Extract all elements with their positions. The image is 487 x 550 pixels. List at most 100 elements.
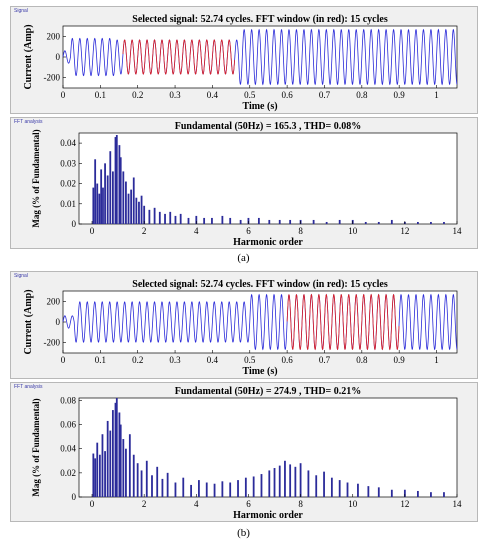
chart-title: Selected signal: 52.74 cycles. FFT windo… <box>132 279 388 290</box>
x-tick-label: 14 <box>453 499 463 509</box>
bar <box>221 215 224 224</box>
bar <box>122 439 125 497</box>
x-tick-label: 0.6 <box>281 355 293 365</box>
bar <box>244 477 247 497</box>
bar <box>390 489 393 497</box>
x-tick-label: 0.6 <box>281 90 293 100</box>
y-tick-label: -200 <box>44 338 61 348</box>
y-tick-label: 0 <box>72 492 77 502</box>
x-tick-label: 4 <box>194 499 199 509</box>
caption-a: (a) <box>237 252 250 264</box>
bar <box>101 434 104 497</box>
x-tick-label: 1 <box>434 355 439 365</box>
bar <box>325 221 328 224</box>
bar <box>268 470 271 497</box>
bar <box>138 201 140 224</box>
bar <box>377 221 380 224</box>
x-tick-label: 8 <box>298 499 303 509</box>
bar <box>278 465 281 497</box>
signal-panel-b: Signal 0 0.1 0.2 0.3 0.4 0.5 0.6 0.7 0.8 0.9 1 -200… <box>10 271 478 379</box>
bar <box>96 442 99 497</box>
y-tick-label: 0.03 <box>60 158 76 168</box>
bar <box>364 221 367 224</box>
x-tick-label: 0.9 <box>394 90 406 100</box>
x-tick-label: 0.2 <box>132 90 143 100</box>
x-tick-label: 2 <box>142 499 147 509</box>
bar <box>213 483 216 497</box>
bar <box>104 163 106 224</box>
bar <box>252 476 255 497</box>
fft-chart-b: 0 2 4 6 8 10 12 14 0 0.02 0.04 0.06 0.08 Fundamental … <box>31 386 463 521</box>
x-tick-label: 6 <box>246 499 251 509</box>
bar <box>94 458 97 497</box>
bar <box>109 151 112 224</box>
panel-tag: Signal <box>14 8 28 14</box>
panel-tag: Signal <box>14 273 28 279</box>
bar <box>106 420 109 497</box>
bar <box>156 466 159 497</box>
x-tick-label: 4 <box>194 226 199 236</box>
bar <box>119 157 122 224</box>
x-tick-label: 0.8 <box>356 355 368 365</box>
bar <box>98 193 101 224</box>
y-tick-label: 0.08 <box>60 395 76 405</box>
bar <box>122 171 125 224</box>
bar <box>153 207 156 224</box>
y-axis-label: Mag (% of Fundamental) <box>31 398 41 496</box>
bar <box>136 463 139 497</box>
y-axis-label: Mag (% of Fundamental) <box>31 129 41 227</box>
y-axis-label: Current (Amp) <box>23 289 34 354</box>
signal-panel-a: Signal 0 0.1 0.2 0.3 0.4 0.5 0.6 0.7 0.8 0.9 1 -200… <box>10 6 478 114</box>
y-tick-label: 0.04 <box>60 444 76 454</box>
x-tick-label: 14 <box>453 226 463 236</box>
bar <box>119 424 122 497</box>
x-tick-label: 0.8 <box>356 90 368 100</box>
y-tick-label: 0 <box>72 219 77 229</box>
bar <box>179 213 182 224</box>
bar <box>127 193 130 224</box>
x-axis-label: Time (s) <box>242 366 277 377</box>
bar <box>111 171 114 224</box>
bar <box>312 219 315 224</box>
bar <box>115 135 118 224</box>
bar <box>130 189 133 224</box>
x-tick-label: 10 <box>348 226 358 236</box>
y-tick-label: 0 <box>56 52 61 62</box>
bar <box>323 471 325 497</box>
bar <box>443 221 445 224</box>
bar <box>140 195 143 224</box>
x-tick-label: 0 <box>61 90 66 100</box>
bar <box>229 217 232 224</box>
bar <box>403 489 406 497</box>
bar <box>416 490 419 497</box>
fft-window-line <box>122 39 236 75</box>
bar <box>182 477 185 497</box>
y-tick-label: 0.04 <box>60 138 76 148</box>
x-axis-label: Time (s) <box>242 101 277 112</box>
x-tick-label: 8 <box>298 226 303 236</box>
x-tick-label: 0.4 <box>207 355 219 365</box>
x-tick-label: 0.1 <box>95 90 106 100</box>
bar <box>289 464 292 497</box>
bar <box>247 217 250 224</box>
bar <box>221 481 224 497</box>
bar <box>237 480 239 497</box>
bar <box>307 470 310 497</box>
x-tick-label: 0 <box>90 226 95 236</box>
x-tick-label: 12 <box>400 226 409 236</box>
bar <box>430 492 432 497</box>
fft-chart-a: 0 2 4 6 8 10 12 14 0 0.01 0.02 0.03 0.04 Fundamental … <box>31 121 463 248</box>
bar <box>115 398 118 497</box>
x-tick-label: 6 <box>246 226 251 236</box>
bar <box>443 492 445 497</box>
bar <box>289 219 292 224</box>
x-tick-label: 0.5 <box>244 90 256 100</box>
x-axis-label: Harmonic order <box>233 237 303 248</box>
bar <box>98 454 101 497</box>
panel-tag: FFT analysis <box>14 119 43 125</box>
signal-chart-b: 0 0.1 0.2 0.3 0.4 0.5 0.6 0.7 0.8 0.9 1-2000200Sel… <box>23 279 458 377</box>
bar <box>195 215 198 224</box>
bar <box>158 211 161 224</box>
bar <box>338 480 341 497</box>
chart-title: Selected signal: 52.74 cycles. FFT windo… <box>132 14 388 25</box>
